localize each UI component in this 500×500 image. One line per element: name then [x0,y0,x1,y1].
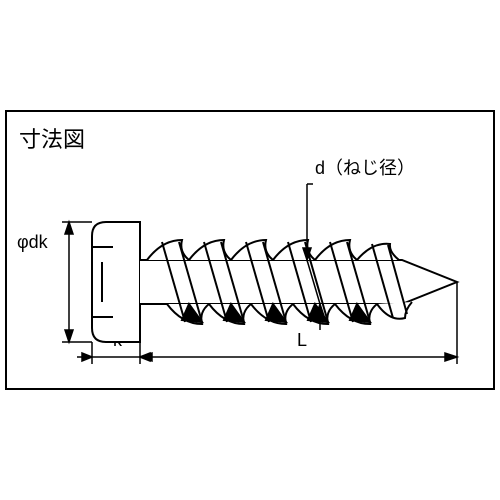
dim-k [77,342,152,364]
diagram-title: 寸法図 [19,122,85,154]
screw-drawing [7,152,493,388]
dim-dk [62,222,92,342]
diagram-frame: 寸法図 φdk k L d（ねじ径） [5,110,495,390]
screw-head [92,222,140,342]
thread-top-6 [357,244,399,260]
